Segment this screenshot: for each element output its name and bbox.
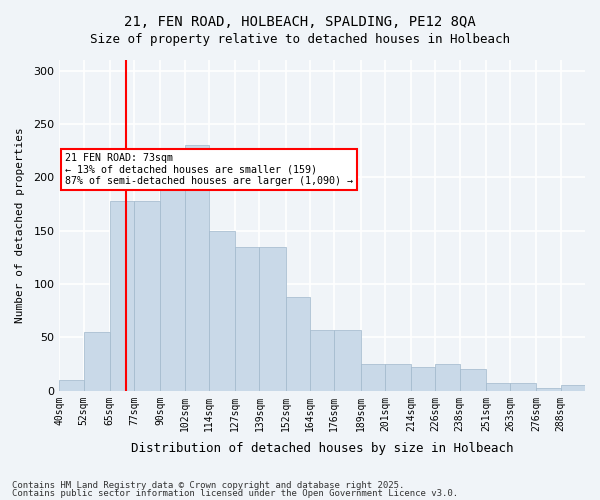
Bar [561,386,585,391]
Bar [259,246,286,391]
Bar [536,388,561,391]
Text: Contains HM Land Registry data © Crown copyright and database right 2025.: Contains HM Land Registry data © Crown c… [12,481,404,490]
Bar [59,380,83,391]
Text: Contains public sector information licensed under the Open Government Licence v3: Contains public sector information licen… [12,488,458,498]
Bar [110,201,134,391]
Bar [411,368,436,391]
Bar [286,297,310,391]
Y-axis label: Number of detached properties: Number of detached properties [15,128,25,324]
Bar [460,370,486,391]
Bar [134,201,160,391]
Bar [185,146,209,391]
Bar [510,384,536,391]
X-axis label: Distribution of detached houses by size in Holbeach: Distribution of detached houses by size … [131,442,514,455]
Bar [83,332,110,391]
Bar [334,330,361,391]
Bar [486,384,510,391]
Bar [361,364,385,391]
Bar [235,246,259,391]
Bar [160,156,185,391]
Text: Size of property relative to detached houses in Holbeach: Size of property relative to detached ho… [90,32,510,46]
Bar [436,364,460,391]
Text: 21 FEN ROAD: 73sqm
← 13% of detached houses are smaller (159)
87% of semi-detach: 21 FEN ROAD: 73sqm ← 13% of detached hou… [65,152,353,186]
Bar [310,330,334,391]
Bar [385,364,411,391]
Text: 21, FEN ROAD, HOLBEACH, SPALDING, PE12 8QA: 21, FEN ROAD, HOLBEACH, SPALDING, PE12 8… [124,15,476,29]
Bar [209,230,235,391]
